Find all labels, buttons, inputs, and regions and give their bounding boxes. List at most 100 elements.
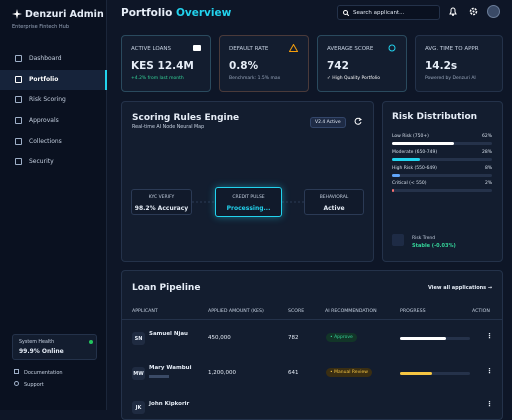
panel-title: Risk Distribution [392, 112, 478, 122]
kpi-note: +4.2% from last month [131, 76, 184, 81]
kpi-label: DEFAULT RATE [229, 46, 269, 52]
nav-label: Portfolio [29, 76, 59, 83]
divider [122, 319, 502, 320]
kpi-card: DEFAULT RATE 0.8% Benchmark: 1.5% max [219, 35, 309, 92]
applicant-name: Mary Wambui [149, 365, 192, 371]
score: 641 [288, 370, 299, 376]
node-label: CREDIT PULSE [232, 195, 265, 200]
refresh-icon[interactable] [354, 117, 362, 125]
kpi-card: AVG. TIME TO APPR 14.2s Powered by Denzu… [415, 35, 503, 92]
kpi-note: Powered by Denzuri AI [425, 76, 476, 81]
recommendation-pill: • Approve [326, 333, 357, 342]
avatar-initials: MW [132, 367, 145, 380]
nav-item[interactable]: Portfolio [0, 70, 107, 90]
risk-value: 28% [482, 150, 493, 155]
node-links [192, 201, 304, 203]
nav-label: Risk Scoring [29, 96, 66, 103]
risk-track [392, 189, 492, 192]
title-accent: Overview [175, 7, 232, 19]
kpi-value: KES 12.4M [131, 60, 194, 72]
status-dot [89, 340, 93, 344]
column-header: AI RECOMMENDATION [325, 309, 377, 314]
node-label: KYC VERIFY [148, 195, 175, 200]
panel-title: Loan Pipeline [132, 283, 201, 293]
view-all-link[interactable]: View all applications → [428, 285, 493, 291]
support-link[interactable]: Support [14, 381, 44, 388]
pill-text: Manual Review [334, 370, 368, 375]
node-label: BEHAVIORAL [319, 195, 349, 200]
nav-label: Security [29, 158, 54, 165]
trend-value: Stable (-0.03%) [412, 243, 456, 249]
risk-value: 2% [485, 181, 493, 186]
page-title: Portfolio Overview [121, 7, 231, 19]
engine-node: CREDIT PULSE Processing... [215, 187, 282, 217]
row-actions[interactable]: ⋮ [486, 332, 493, 340]
panel-title: Scoring Rules Engine [132, 113, 240, 123]
kpi-value: 742 [327, 60, 349, 72]
logo-icon [12, 9, 22, 19]
kpi-icon [289, 44, 298, 52]
kpi-label: AVG. TIME TO APPR [425, 46, 479, 52]
link-label: View all applications [428, 285, 487, 291]
nav-label: Approvals [29, 117, 59, 124]
progress-bar [400, 372, 432, 375]
nav-item[interactable]: Dashboard [0, 49, 107, 69]
health-status: 99.9% Online [19, 348, 64, 355]
risk-label: Moderate (650-749) [392, 150, 438, 155]
search-icon [343, 10, 349, 16]
risk-label: Critical (< 550) [392, 181, 427, 186]
column-header: SCORE [288, 309, 305, 314]
pipeline-panel: Loan Pipeline View all applications → [121, 270, 503, 420]
kpi-icon [193, 45, 201, 51]
column-header: APPLICANT [132, 309, 158, 314]
kpi-value: 14.2s [425, 60, 458, 72]
pill-text: Approve [334, 335, 353, 340]
panel-subtitle: Real-time AI Node Neural Map [132, 125, 205, 130]
search-box[interactable]: Search applicant... [337, 5, 440, 20]
kpi-note: ✓ High Quality Portfolio [327, 76, 380, 81]
nav-item[interactable]: Risk Scoring [0, 90, 107, 110]
nav-item[interactable]: Security [0, 152, 107, 172]
amount: 1,200,000 [208, 370, 236, 376]
kpi-label: AVERAGE SCORE [327, 46, 374, 52]
kpi-note-text: High Quality Portfolio [332, 76, 380, 81]
kpi-label: ACTIVE LOANS [131, 46, 171, 52]
node-status: 98.2% Accuracy [134, 205, 189, 212]
row-actions[interactable]: ⋮ [486, 367, 493, 375]
sidebar: Denzuri Admin Enterprise Fintech Hub Das… [0, 0, 107, 410]
risk-bar [392, 142, 454, 145]
kpi-card: AVERAGE SCORE 742 ✓ High Quality Portfol… [317, 35, 407, 92]
avatar[interactable] [487, 5, 500, 18]
column-header: ACTION [472, 309, 490, 314]
kpi-icon [388, 44, 396, 52]
risk-bar [392, 189, 394, 192]
avatar-initials: SN [132, 332, 145, 345]
risk-bar [392, 158, 420, 161]
bell-icon[interactable] [449, 7, 457, 16]
title-main: Portfolio [121, 7, 173, 19]
kpi-card: ACTIVE LOANS KES 12.4M +4.2% from last m… [121, 35, 211, 92]
engine-panel: Scoring Rules Engine Real-time AI Node N… [121, 101, 374, 262]
progress-bar [400, 337, 446, 340]
tagline: Enterprise Fintech Hub [12, 24, 70, 30]
risk-bar [392, 174, 400, 177]
doc-link[interactable]: Documentation [14, 369, 63, 376]
nav-item[interactable]: Collections [0, 132, 107, 152]
avatar-initials: JK [132, 401, 145, 414]
system-health: System Health 99.9% Online [12, 334, 97, 360]
node-status: Processing... [226, 205, 271, 212]
nav-item[interactable]: Approvals [0, 111, 107, 131]
applicant-id [149, 375, 169, 378]
health-label: System Health [19, 340, 55, 345]
row-actions[interactable]: ⋮ [486, 400, 493, 408]
risk-value: 62% [482, 134, 493, 139]
settings-icon[interactable] [469, 7, 478, 16]
engine-node: KYC VERIFY 98.2% Accuracy [131, 189, 192, 215]
engine-node: BEHAVIORAL Active [304, 189, 364, 215]
risk-label: High Risk (550-649) [392, 166, 437, 171]
node-status: Active [323, 205, 345, 212]
risk-track [392, 142, 492, 145]
risk-track [392, 174, 492, 177]
column-header: APPLIED AMOUNT (KES) [208, 309, 264, 314]
